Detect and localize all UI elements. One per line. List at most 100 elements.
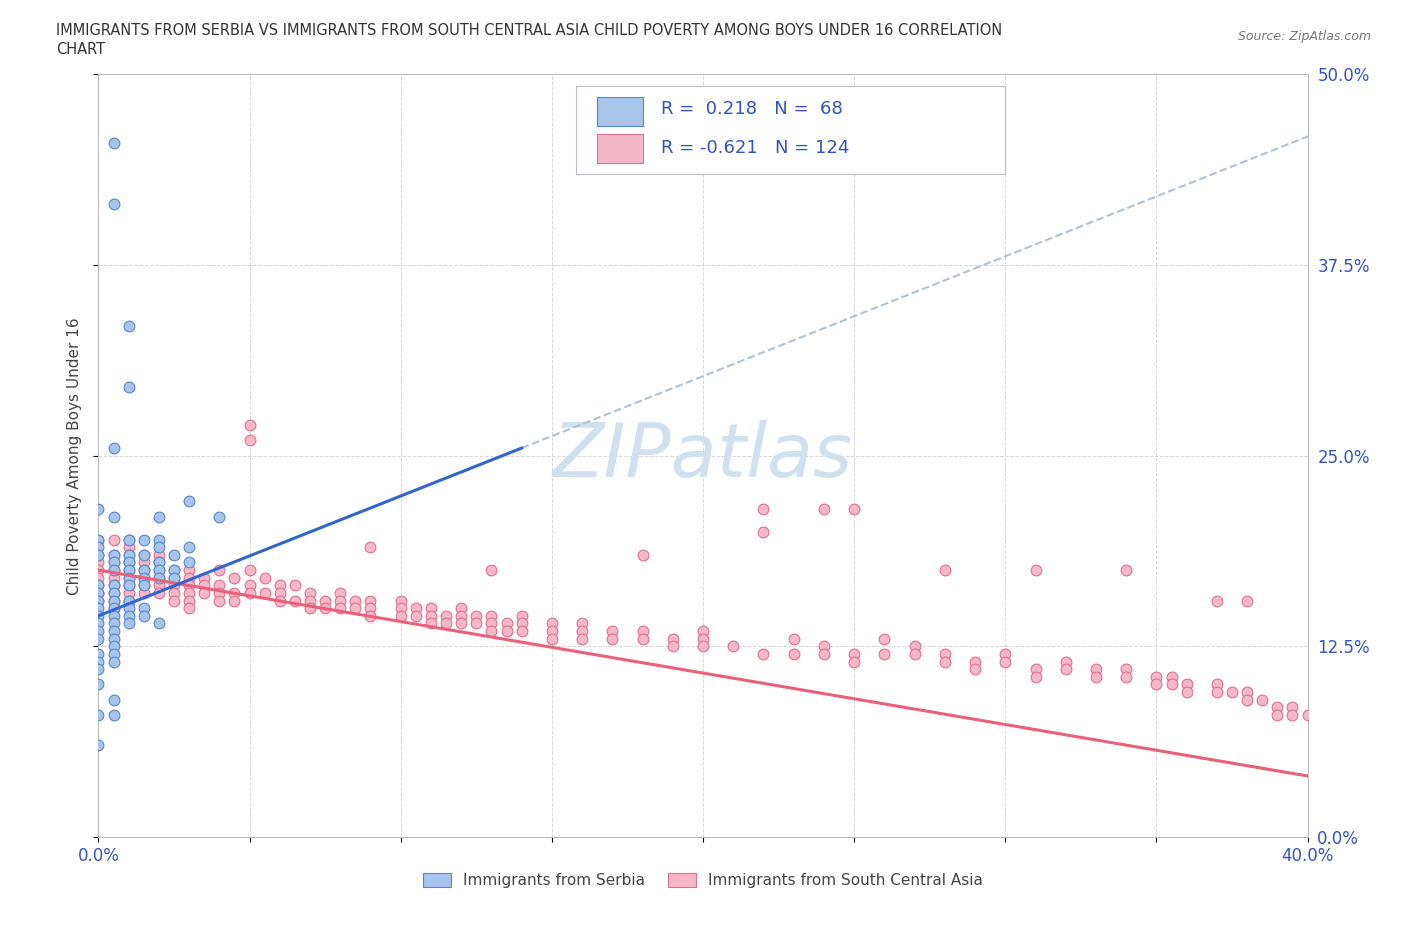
- Point: [269, 593, 291, 608]
- Point: [103, 570, 125, 585]
- Point: [132, 586, 155, 601]
- Point: [329, 601, 352, 616]
- Point: [179, 586, 201, 601]
- Point: [132, 608, 155, 623]
- Point: [752, 501, 775, 516]
- Point: [163, 570, 186, 585]
- Point: [118, 616, 141, 631]
- Point: [208, 578, 231, 592]
- Point: [420, 601, 443, 616]
- Point: [103, 639, 125, 654]
- Point: [481, 563, 503, 578]
- Point: [179, 570, 201, 585]
- Point: [163, 570, 186, 585]
- Point: [208, 593, 231, 608]
- Point: [118, 593, 141, 608]
- Point: [118, 593, 141, 608]
- Point: [1267, 708, 1289, 723]
- Point: [118, 570, 141, 585]
- Point: [1175, 677, 1198, 692]
- Text: IMMIGRANTS FROM SERBIA VS IMMIGRANTS FROM SOUTH CENTRAL ASIA CHILD POVERTY AMONG: IMMIGRANTS FROM SERBIA VS IMMIGRANTS FRO…: [56, 23, 1002, 38]
- Point: [253, 570, 276, 585]
- Point: [103, 601, 125, 616]
- Point: [224, 593, 246, 608]
- Point: [692, 624, 714, 639]
- Point: [103, 631, 125, 646]
- Point: [631, 624, 654, 639]
- Point: [783, 631, 806, 646]
- Point: [87, 555, 110, 570]
- Point: [148, 532, 170, 547]
- Point: [87, 570, 110, 585]
- Point: [118, 539, 141, 554]
- Point: [723, 639, 745, 654]
- Point: [148, 616, 170, 631]
- Point: [103, 708, 125, 723]
- Point: [360, 593, 382, 608]
- Point: [661, 639, 683, 654]
- Text: ZIPatlas: ZIPatlas: [553, 419, 853, 492]
- Y-axis label: Child Poverty Among Boys Under 16: Child Poverty Among Boys Under 16: [67, 317, 83, 594]
- Point: [148, 570, 170, 585]
- Point: [103, 578, 125, 592]
- Text: R =  0.218   N =  68: R = 0.218 N = 68: [661, 100, 842, 118]
- Point: [1085, 662, 1108, 677]
- Point: [299, 586, 322, 601]
- Point: [571, 624, 593, 639]
- Point: [299, 601, 322, 616]
- Point: [103, 441, 125, 456]
- Point: [103, 136, 125, 151]
- Point: [752, 525, 775, 539]
- Point: [103, 646, 125, 661]
- Point: [163, 548, 186, 563]
- Point: [434, 616, 457, 631]
- Point: [87, 677, 110, 692]
- Point: [1281, 700, 1303, 715]
- Point: [631, 548, 654, 563]
- Point: [208, 586, 231, 601]
- Point: [87, 646, 110, 661]
- Point: [314, 593, 336, 608]
- Point: [87, 708, 110, 723]
- Point: [132, 601, 155, 616]
- Point: [87, 532, 110, 547]
- Point: [224, 570, 246, 585]
- Point: [481, 624, 503, 639]
- Point: [148, 539, 170, 554]
- Point: [965, 662, 987, 677]
- Point: [87, 548, 110, 563]
- Point: [148, 555, 170, 570]
- Text: Source: ZipAtlas.com: Source: ZipAtlas.com: [1237, 30, 1371, 43]
- Point: [87, 501, 110, 516]
- Point: [239, 586, 262, 601]
- Point: [239, 418, 262, 432]
- Point: [540, 616, 562, 631]
- Point: [1085, 670, 1108, 684]
- Point: [813, 639, 835, 654]
- Point: [87, 578, 110, 592]
- Point: [360, 608, 382, 623]
- Point: [87, 586, 110, 601]
- FancyBboxPatch shape: [596, 134, 643, 164]
- Point: [179, 539, 201, 554]
- Point: [118, 563, 141, 578]
- Point: [103, 548, 125, 563]
- Point: [87, 563, 110, 578]
- Point: [148, 578, 170, 592]
- Point: [934, 646, 956, 661]
- Point: [103, 593, 125, 608]
- Point: [239, 433, 262, 448]
- Point: [904, 646, 927, 661]
- Point: [540, 631, 562, 646]
- Point: [344, 601, 367, 616]
- Point: [389, 601, 412, 616]
- Point: [1024, 670, 1046, 684]
- Point: [1115, 563, 1137, 578]
- Point: [1267, 700, 1289, 715]
- Point: [132, 563, 155, 578]
- Point: [405, 608, 427, 623]
- Point: [1236, 684, 1258, 699]
- Point: [783, 646, 806, 661]
- Point: [1296, 708, 1319, 723]
- Point: [118, 563, 141, 578]
